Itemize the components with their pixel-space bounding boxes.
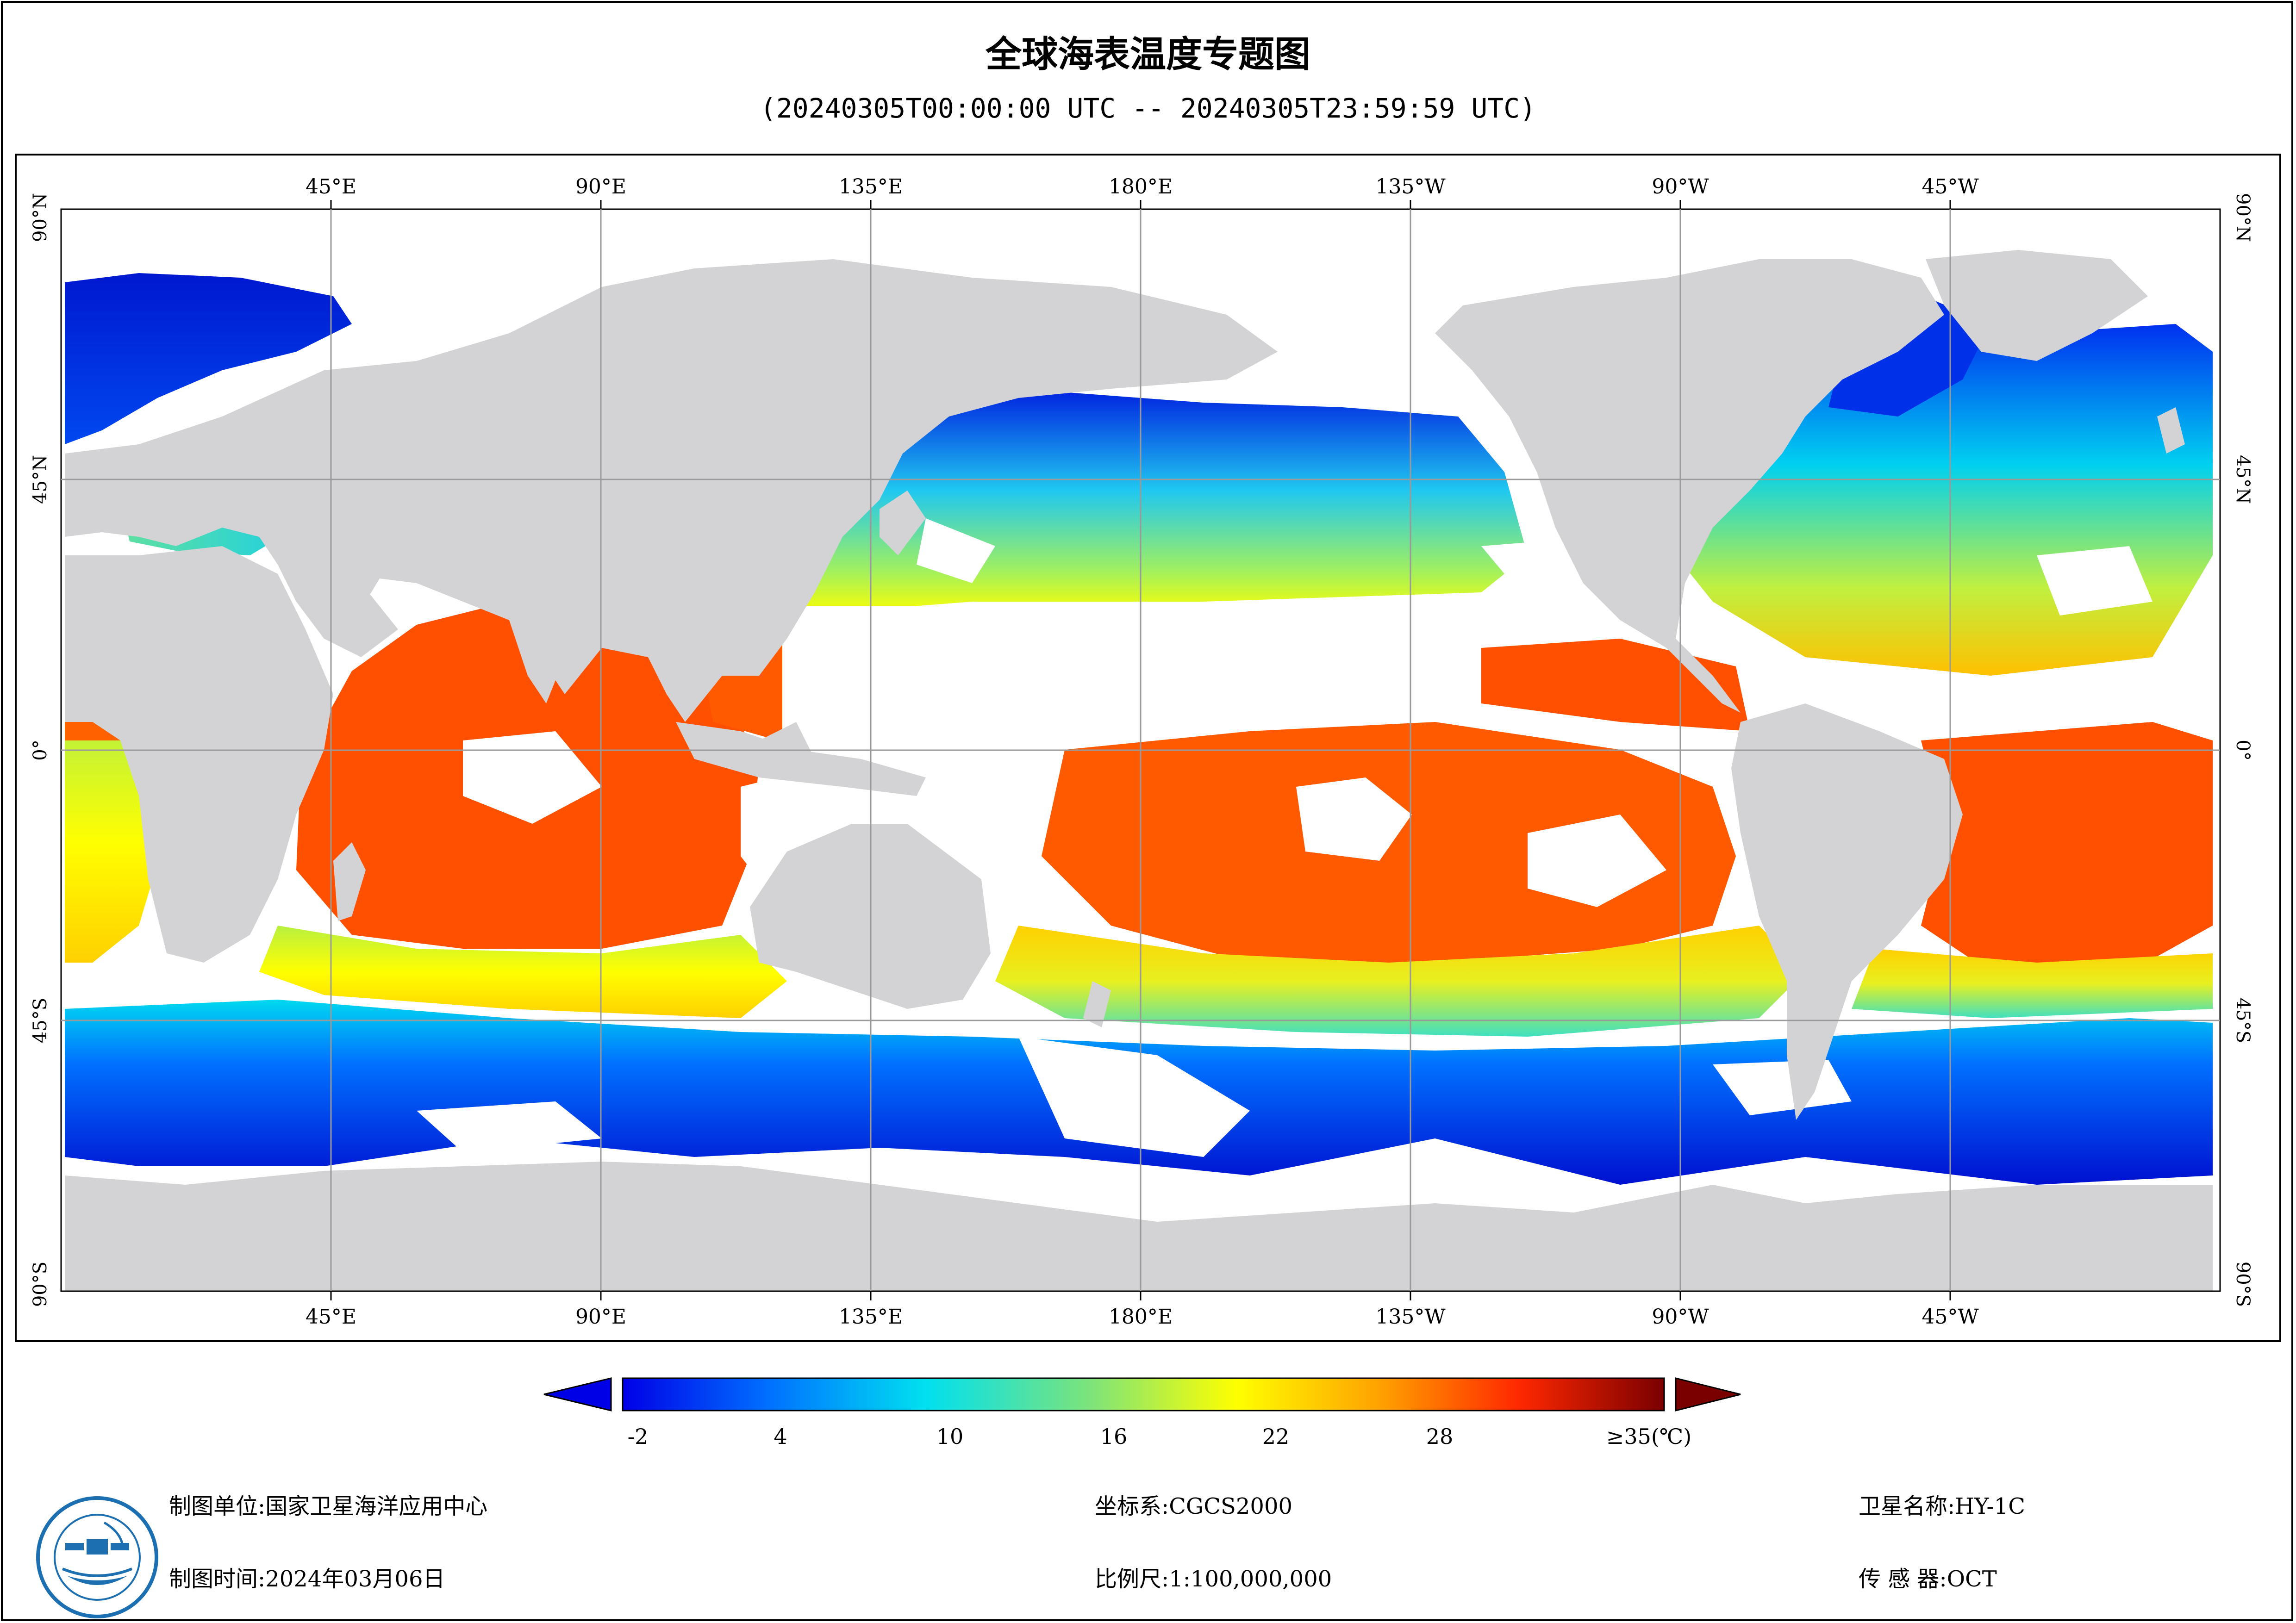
- lon-label-bottom: 45°E: [306, 1305, 356, 1329]
- graticule: [61, 209, 2220, 1291]
- lat-label-right: 45°S: [2232, 998, 2253, 1043]
- map-date-label: 制图时间:: [169, 1566, 266, 1592]
- map-unit: 制图单位:国家卫星海洋应用中心: [169, 1488, 487, 1520]
- lon-label-top: 180°E: [1109, 175, 1173, 199]
- lon-label-bottom: 90°W: [1652, 1305, 1709, 1329]
- lon-label-bottom: 135°E: [839, 1305, 903, 1329]
- legend-tick-label: -2: [628, 1424, 649, 1449]
- legend-tick-label: 28: [1426, 1424, 1454, 1449]
- scale-value: 1:100,000,000: [1169, 1566, 1332, 1592]
- land-uk: [2157, 407, 2185, 454]
- legend-tick-label: 4: [774, 1424, 787, 1449]
- map-date: 制图时间:2024年03月06日: [169, 1561, 445, 1593]
- lat-label-left: 90°S: [30, 1262, 51, 1307]
- legend-over-arrow: [1675, 1377, 1741, 1412]
- land-antarctica: [65, 1162, 2213, 1291]
- sensor-label: 传 感 器:: [1859, 1566, 1947, 1592]
- lat-label-right: 90°N: [2232, 193, 2253, 242]
- satellite-label: 卫星名称:: [1859, 1493, 1955, 1519]
- crs: 坐标系:CGCS2000: [1095, 1488, 1292, 1520]
- scale: 比例尺:1:100,000,000: [1095, 1561, 1332, 1593]
- lon-label-bottom: 180°E: [1109, 1305, 1173, 1329]
- land-greenland: [1926, 250, 2148, 361]
- lon-label-top: 135°W: [1375, 175, 1446, 199]
- sensor-value: OCT: [1947, 1566, 1997, 1592]
- lat-label-right: 0°: [2232, 740, 2253, 760]
- land-japan: [880, 491, 926, 555]
- legend-tick-label: 22: [1262, 1424, 1290, 1449]
- tick-marks: [330, 200, 1951, 1300]
- lat-label-right: 90°S: [2232, 1262, 2253, 1307]
- map-time-range: (20240305T00:00:00 UTC -- 20240305T23:59…: [760, 93, 1536, 124]
- land-north-america: [1435, 259, 1944, 713]
- lat-label-left: 0°: [30, 740, 51, 760]
- legend-under-arrow: [543, 1377, 612, 1412]
- lon-label-top: 45°W: [1922, 175, 1979, 199]
- sst-barents: [65, 273, 352, 444]
- land-south-america: [1731, 703, 1963, 1120]
- lon-label-top: 45°E: [306, 175, 356, 199]
- crs-label: 坐标系:: [1095, 1493, 1169, 1519]
- map-date-value: 2024年03月06日: [265, 1566, 445, 1592]
- sst-atlantic-tropical: [1921, 722, 2213, 972]
- lon-label-bottom: 135°W: [1375, 1305, 1446, 1329]
- map-unit-label: 制图单位:: [169, 1493, 266, 1519]
- sensor: 传 感 器:OCT: [1859, 1561, 1997, 1593]
- lon-label-top: 90°E: [575, 175, 626, 199]
- lon-label-top: 90°W: [1652, 175, 1709, 199]
- map-title: 全球海表温度专题图: [985, 34, 1310, 75]
- satellite-value: HY-1C: [1955, 1493, 2025, 1519]
- land-masses: [65, 250, 2213, 1291]
- sst-south-pacific-mid: [995, 926, 1805, 1037]
- sst-atlantic-south-mid: [1852, 949, 2213, 1018]
- satellite: 卫星名称:HY-1C: [1859, 1488, 2025, 1520]
- lat-label-left: 45°S: [30, 998, 51, 1043]
- map-unit-value: 国家卫星海洋应用中心: [265, 1493, 488, 1519]
- land-arabia: [287, 555, 398, 657]
- legend-gradient-bar: [622, 1377, 1665, 1412]
- lon-label-top: 135°E: [839, 175, 903, 199]
- legend-tick-label: 16: [1100, 1424, 1128, 1449]
- land-india: [509, 583, 574, 703]
- sst-indian-mid: [259, 926, 787, 1018]
- crs-value: CGCS2000: [1169, 1493, 1293, 1519]
- lat-label-left: 45°N: [30, 455, 51, 504]
- land-africa: [65, 546, 333, 963]
- legend-tick-label: ≥35(℃): [1606, 1424, 1691, 1449]
- lat-label-left: 90°N: [30, 193, 51, 242]
- land-eurasia: [65, 259, 1278, 722]
- lon-label-bottom: 90°E: [575, 1305, 626, 1329]
- lon-label-bottom: 45°W: [1922, 1305, 1979, 1329]
- land-madagascar: [333, 842, 366, 921]
- land-new-zealand: [1083, 981, 1111, 1027]
- legend-tick-label: 10: [936, 1424, 964, 1449]
- map-frame: [15, 154, 2281, 1342]
- nsoas-logo-icon: [36, 1496, 158, 1618]
- lat-label-right: 45°N: [2232, 455, 2253, 504]
- scale-label: 比例尺:: [1095, 1566, 1169, 1592]
